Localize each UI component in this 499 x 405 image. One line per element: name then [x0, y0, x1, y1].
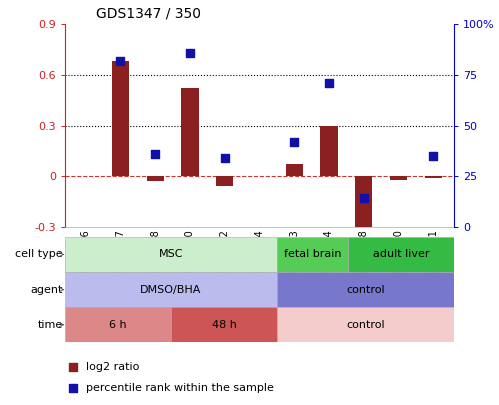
- Point: [69, 385, 77, 391]
- Bar: [181, 88, 199, 176]
- Text: control: control: [346, 320, 385, 330]
- Bar: [171, 307, 277, 342]
- Bar: [285, 164, 303, 176]
- Bar: [320, 126, 338, 176]
- Point: [69, 364, 77, 371]
- Bar: [65, 237, 277, 272]
- Text: adult liver: adult liver: [373, 249, 429, 260]
- Point: [360, 195, 368, 202]
- Text: 6 h: 6 h: [109, 320, 127, 330]
- Point: [116, 58, 124, 64]
- Bar: [277, 307, 454, 342]
- Point: [429, 153, 437, 159]
- Bar: [147, 176, 164, 181]
- Bar: [277, 272, 454, 307]
- Bar: [277, 237, 348, 272]
- Text: cell type: cell type: [15, 249, 63, 260]
- Bar: [112, 62, 129, 176]
- Bar: [425, 176, 442, 178]
- Bar: [355, 176, 372, 240]
- Bar: [65, 272, 277, 307]
- Bar: [216, 176, 234, 186]
- Text: MSC: MSC: [159, 249, 183, 260]
- Bar: [65, 307, 171, 342]
- Text: 48 h: 48 h: [212, 320, 237, 330]
- Point: [325, 80, 333, 86]
- Point: [290, 139, 298, 145]
- Point: [186, 49, 194, 56]
- Text: control: control: [346, 285, 385, 294]
- Text: fetal brain: fetal brain: [284, 249, 341, 260]
- Bar: [348, 237, 454, 272]
- Text: log2 ratio: log2 ratio: [86, 362, 140, 372]
- Text: agent: agent: [31, 285, 63, 294]
- Text: percentile rank within the sample: percentile rank within the sample: [86, 383, 274, 393]
- Text: time: time: [38, 320, 63, 330]
- Point: [221, 155, 229, 161]
- Text: GDS1347 / 350: GDS1347 / 350: [96, 6, 201, 20]
- Bar: [390, 176, 407, 179]
- Text: DMSO/BHA: DMSO/BHA: [140, 285, 202, 294]
- Point: [151, 151, 159, 157]
